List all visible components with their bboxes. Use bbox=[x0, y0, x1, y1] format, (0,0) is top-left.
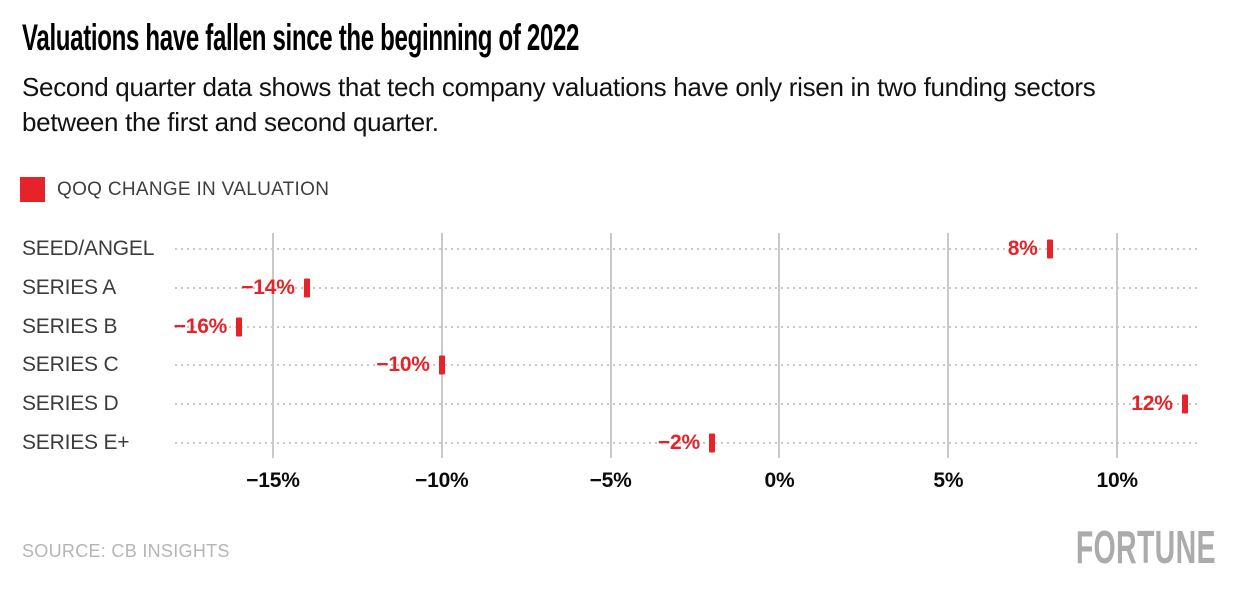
chart-row: SERIES D 12% bbox=[0, 385, 1240, 424]
category-label: SERIES B bbox=[22, 314, 118, 338]
row-leader-line bbox=[175, 325, 1201, 328]
category-label: SEED/ANGEL bbox=[22, 237, 155, 261]
gridline bbox=[609, 233, 612, 458]
x-axis-tick-label: −5% bbox=[589, 469, 632, 492]
value-label: −14% bbox=[241, 275, 295, 299]
data-point-marker bbox=[708, 433, 715, 453]
chart-row: SEED/ANGEL 8% bbox=[0, 230, 1240, 269]
gridline bbox=[271, 233, 274, 458]
row-leader-line bbox=[175, 402, 1201, 405]
data-point-marker bbox=[236, 317, 243, 337]
page-subtitle: Second quarter data shows that tech comp… bbox=[22, 72, 1096, 137]
chart-row: SERIES A −14% bbox=[0, 269, 1240, 308]
category-label: SERIES E+ bbox=[22, 430, 130, 454]
fortune-logo: FORTUNE bbox=[1075, 521, 1216, 573]
value-label: 12% bbox=[1131, 391, 1173, 415]
chart-rows: SEED/ANGEL 8% SERIES A −14% SERIES B −16% SERI… bbox=[0, 230, 1240, 462]
value-label: −16% bbox=[173, 314, 228, 338]
category-label: SERIES D bbox=[22, 391, 119, 415]
value-label: −10% bbox=[376, 353, 430, 377]
gridline bbox=[947, 233, 950, 458]
row-leader-line bbox=[175, 364, 1201, 367]
row-leader-line bbox=[175, 286, 1201, 289]
x-axis-tick-label: −10% bbox=[415, 469, 469, 492]
source-credit: SOURCE: CB INSIGHTS bbox=[22, 541, 230, 561]
gridline bbox=[440, 233, 443, 458]
value-label: −2% bbox=[657, 430, 700, 454]
category-label: SERIES A bbox=[22, 275, 117, 299]
chart-row: SERIES E+ −2% bbox=[0, 423, 1240, 462]
category-label: SERIES C bbox=[22, 353, 119, 377]
data-point-marker bbox=[1181, 394, 1188, 414]
x-axis-tick-label: 5% bbox=[933, 469, 964, 492]
legend: QOQ CHANGE IN VALUATION bbox=[20, 177, 329, 202]
value-label: 8% bbox=[1007, 237, 1038, 261]
row-leader-line bbox=[175, 441, 1201, 444]
plot-area: −15% −10% −5% 0% 5% 10% bbox=[175, 233, 1205, 492]
legend-label: QOQ CHANGE IN VALUATION bbox=[57, 178, 330, 200]
row-leader-line bbox=[175, 248, 1201, 251]
page-title: Valuations have fallen since the beginni… bbox=[22, 17, 580, 58]
data-point-marker bbox=[1046, 239, 1053, 259]
gridline bbox=[778, 233, 781, 458]
x-axis-tick-label: −15% bbox=[246, 469, 300, 492]
data-point-marker bbox=[438, 355, 445, 375]
data-point-marker bbox=[303, 278, 310, 298]
chart-row: SERIES C −10% bbox=[0, 346, 1240, 385]
x-axis-tick-label: 0% bbox=[764, 469, 795, 492]
legend-swatch-icon bbox=[20, 177, 45, 202]
gridline bbox=[1116, 233, 1119, 458]
x-axis-tick-label: 10% bbox=[1096, 469, 1138, 492]
chart-row: SERIES B −16% bbox=[0, 307, 1240, 346]
